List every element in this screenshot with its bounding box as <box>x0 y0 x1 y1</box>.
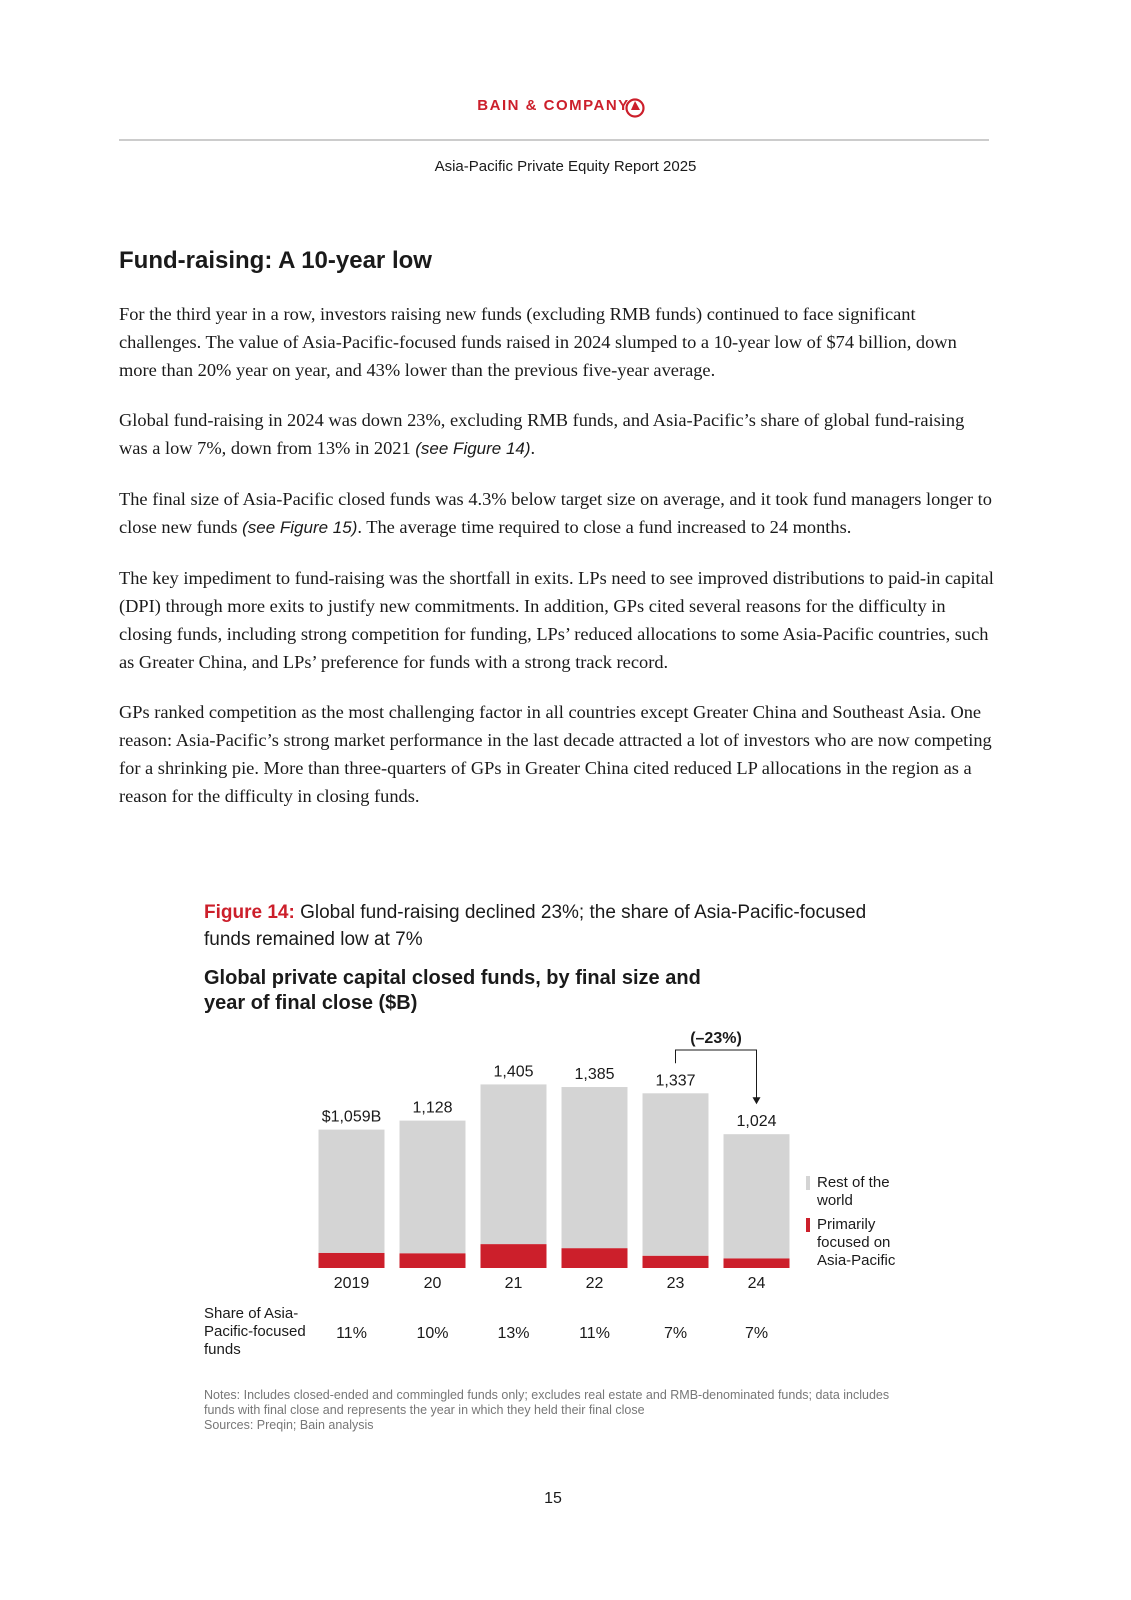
annotation: (–23%) <box>690 1030 742 1047</box>
legend-swatch <box>806 1176 810 1190</box>
paragraph-text: GPs ranked competition as the most chall… <box>119 702 992 806</box>
notes-text: Notes: Includes closed-ended and comming… <box>204 1388 890 1417</box>
x-tick-label: 22 <box>586 1275 604 1292</box>
x-tick-label: 2019 <box>334 1275 370 1292</box>
bar-segment <box>480 1244 547 1268</box>
caption-text: Global fund-raising declined 23%; the sh… <box>204 902 867 950</box>
notes: Notes: Includes closed-ended and comming… <box>204 1388 914 1433</box>
bar-segment <box>399 1120 466 1254</box>
bar-segment <box>561 1087 628 1249</box>
page-number: 15 <box>544 1490 562 1507</box>
x-tick-label: 23 <box>667 1275 685 1292</box>
annotation-bracket <box>675 1049 757 1103</box>
section-heading: Fund-raising: A 10-year low <box>119 247 432 274</box>
annotation-arrow <box>752 1097 761 1105</box>
sources-text: Sources: Preqin; Bain analysis <box>204 1418 374 1432</box>
paragraph-text: . The average time required to close a f… <box>357 517 852 537</box>
legend-item: Primarily focused on Asia-Pacific <box>806 1216 916 1270</box>
share-value: 13% <box>497 1325 529 1342</box>
chart-title: Global private capital closed funds, by … <box>204 967 701 1014</box>
share-value: 11% <box>579 1325 610 1342</box>
report-title: Asia-Pacific Private Equity Report 2025 <box>434 158 697 175</box>
bar-segment <box>318 1129 385 1253</box>
bar-segment <box>399 1253 466 1268</box>
paragraph-text: . <box>530 438 536 458</box>
total-label: 1,405 <box>493 1063 533 1080</box>
x-tick-label: 20 <box>424 1275 442 1292</box>
legend-label: Primarily focused on Asia-Pacific <box>817 1216 896 1269</box>
share-value: 7% <box>664 1325 687 1342</box>
paragraph-text: Global fund-raising in 2024 was down 23%… <box>119 410 965 458</box>
brand-text: BAIN & COMPANY <box>477 97 630 114</box>
paragraph: For the third year in a row, investors r… <box>119 300 994 384</box>
legend-item: Rest of the world <box>806 1174 916 1210</box>
logo-icon <box>631 101 640 110</box>
bar-segment <box>561 1248 628 1268</box>
figure-label: Figure 14: <box>204 902 295 923</box>
legend: Rest of the world Primarily focused on As… <box>806 1174 916 1276</box>
x-tick-label: 21 <box>505 1275 523 1292</box>
paragraph: Global fund-raising in 2024 was down 23%… <box>119 406 994 463</box>
paragraph-text: The final size of Asia-Pacific closed fu… <box>119 489 992 537</box>
total-label: 1,385 <box>574 1066 614 1083</box>
bar-segment <box>642 1255 709 1268</box>
bar-segment <box>480 1084 547 1245</box>
bar-segment <box>318 1252 385 1268</box>
x-tick-label: 24 <box>748 1275 766 1292</box>
share-value: 7% <box>745 1325 768 1342</box>
total-label: 1,128 <box>412 1100 452 1117</box>
bar-segment <box>723 1134 790 1259</box>
bar-segment <box>723 1258 790 1268</box>
share-value: 11% <box>336 1325 367 1342</box>
total-label: 1,337 <box>655 1072 695 1089</box>
body-text: For the third year in a row, investors r… <box>119 300 994 832</box>
brand: BAIN & COMPANY <box>0 97 1131 114</box>
paragraph-text: The key impediment to fund-raising was t… <box>119 568 994 672</box>
logo-icon <box>625 98 645 118</box>
figure-reference: (see Figure 15) <box>242 518 358 537</box>
figure-caption: Figure 14: Global fund-raising declined … <box>204 899 904 953</box>
total-label: $1,059B <box>322 1109 382 1126</box>
legend-label: Rest of the world <box>817 1174 890 1209</box>
share-row-label: Share of Asia-Pacific-focused funds <box>204 1305 306 1358</box>
legend-swatch <box>806 1218 810 1232</box>
paragraph: The final size of Asia-Pacific closed fu… <box>119 485 994 542</box>
paragraph: The key impediment to fund-raising was t… <box>119 564 994 676</box>
bar-segment <box>642 1093 709 1256</box>
share-value: 10% <box>416 1325 448 1342</box>
paragraph-text: For the third year in a row, investors r… <box>119 304 957 380</box>
figure-reference: (see Figure 14) <box>415 439 531 458</box>
paragraph: GPs ranked competition as the most chall… <box>119 698 994 810</box>
total-label: 1,024 <box>736 1113 776 1130</box>
